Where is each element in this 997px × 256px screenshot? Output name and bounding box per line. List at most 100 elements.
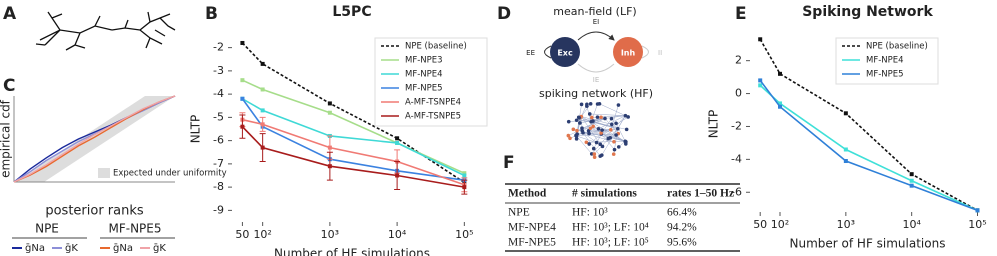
data-point: [843, 159, 848, 164]
network-edge: [598, 115, 626, 130]
panel-label: B: [205, 4, 218, 24]
network-node: [600, 128, 604, 132]
x-tick-label: 10⁵: [968, 218, 986, 231]
series-line: [241, 126, 465, 188]
x-axis-label: Number of HF simulations: [790, 237, 946, 251]
legend-group-title: NPE: [35, 222, 59, 236]
y-tick-label: -4: [213, 87, 224, 100]
network-node: [589, 152, 594, 156]
network-node: [591, 146, 596, 151]
network-node: [579, 102, 584, 107]
legend-label: A-MF-TSNPE5: [405, 112, 461, 122]
network-node: [595, 115, 600, 119]
x-tick-label: 10²: [253, 228, 271, 241]
network-edge: [590, 121, 615, 150]
y-tick-label: -6: [213, 134, 224, 147]
legend-label: MF-NPE4: [405, 70, 443, 80]
network-node: [606, 136, 611, 141]
network-label: spiking network (HF): [539, 87, 653, 100]
y-tick-label: -2: [731, 119, 742, 132]
network-edge: [601, 116, 629, 135]
chart-title: L5PC: [332, 4, 371, 20]
data-point: [778, 104, 783, 109]
network-node: [566, 133, 571, 138]
edge-label: IE: [593, 76, 600, 84]
cdf-line: [13, 95, 176, 183]
data-point: [909, 172, 914, 177]
network-node: [574, 118, 579, 123]
y-axis-label: NLTP: [189, 115, 203, 144]
data-point: [462, 185, 467, 190]
y-tick-label: -4: [731, 152, 742, 165]
edge-arrow: [577, 63, 615, 73]
x-tick-label: 10³: [837, 218, 855, 231]
data-point: [758, 78, 763, 83]
table-cell: HF: 10³; LF: 10⁴: [572, 222, 649, 234]
x-axis-label: Number of HF simulations: [274, 247, 430, 256]
panel-label: F: [503, 153, 515, 173]
band-label: Expected under uniformity: [113, 169, 227, 179]
x-axis-label: posterior ranks: [45, 204, 144, 219]
network-node: [589, 120, 593, 124]
y-tick-label: -7: [213, 157, 224, 170]
y-tick-label: -3: [213, 64, 224, 77]
network-edge: [576, 117, 602, 137]
band-swatch: [98, 168, 110, 178]
y-tick-label: -2: [213, 41, 224, 54]
table-cell: NPE: [508, 207, 530, 219]
legend: NPE (baseline) MF-NPE4 MF-NPE5: [835, 37, 939, 85]
chart-title: Spiking Network: [802, 4, 933, 20]
network-node: [592, 155, 597, 159]
edge-arrow: [577, 31, 615, 41]
data-point: [395, 136, 400, 141]
network-node: [623, 113, 628, 118]
network-node: [590, 115, 594, 120]
network-node: [598, 142, 603, 146]
legend-label: MF-NPE5: [866, 70, 904, 80]
neuron-drawing: [35, 11, 176, 51]
network-node: [588, 102, 593, 106]
x-tick-label: 10²: [771, 218, 789, 231]
y-tick-label: -6: [731, 185, 742, 198]
network-edge: [599, 103, 626, 116]
legend-label: A-MF-TSNPE4: [405, 98, 461, 108]
network-node: [594, 140, 599, 145]
network-edge: [615, 123, 626, 142]
network-node: [599, 131, 603, 135]
network-edge: [589, 133, 602, 145]
network-drawing: [566, 101, 630, 159]
network-node: [595, 102, 600, 106]
network-node: [574, 137, 579, 141]
table-cell: MF-NPE4: [508, 222, 556, 234]
data-point: [260, 87, 265, 92]
network-node: [578, 121, 582, 125]
network-node: [600, 144, 605, 149]
network-node: [614, 121, 618, 126]
table: Method # simulations rates 1–50 Hz NPE H…: [505, 183, 740, 252]
legend-group-title: MF-NPE5: [108, 222, 161, 236]
data-point: [260, 108, 265, 113]
data-point: [327, 164, 332, 169]
network-edge: [581, 103, 591, 117]
y-tick-label: 0: [735, 87, 742, 100]
network-node: [588, 126, 593, 131]
network-node: [603, 116, 607, 121]
network-node: [587, 112, 592, 116]
node-label: Inh: [621, 49, 636, 58]
data-point: [909, 178, 914, 183]
network-node: [609, 128, 613, 132]
network-node: [615, 126, 620, 131]
network-edge: [581, 116, 601, 145]
network-edge: [591, 121, 627, 130]
legend-label: ḡK: [65, 243, 78, 254]
legend-label: NPE (baseline): [405, 42, 467, 52]
legend: NPE (baseline) MF-NPE3 MF-NPE4 MF-NPE5 A-MF-…: [374, 37, 488, 127]
network-edge: [582, 132, 601, 157]
diagram-title: mean-field (LF): [553, 5, 636, 18]
table-cell: 66.4%: [667, 207, 697, 219]
data-point: [843, 147, 848, 152]
network-node: [576, 115, 581, 120]
network-node: [612, 147, 617, 152]
network-node: [566, 119, 571, 124]
table-header: rates 1–50 Hz: [667, 188, 734, 200]
